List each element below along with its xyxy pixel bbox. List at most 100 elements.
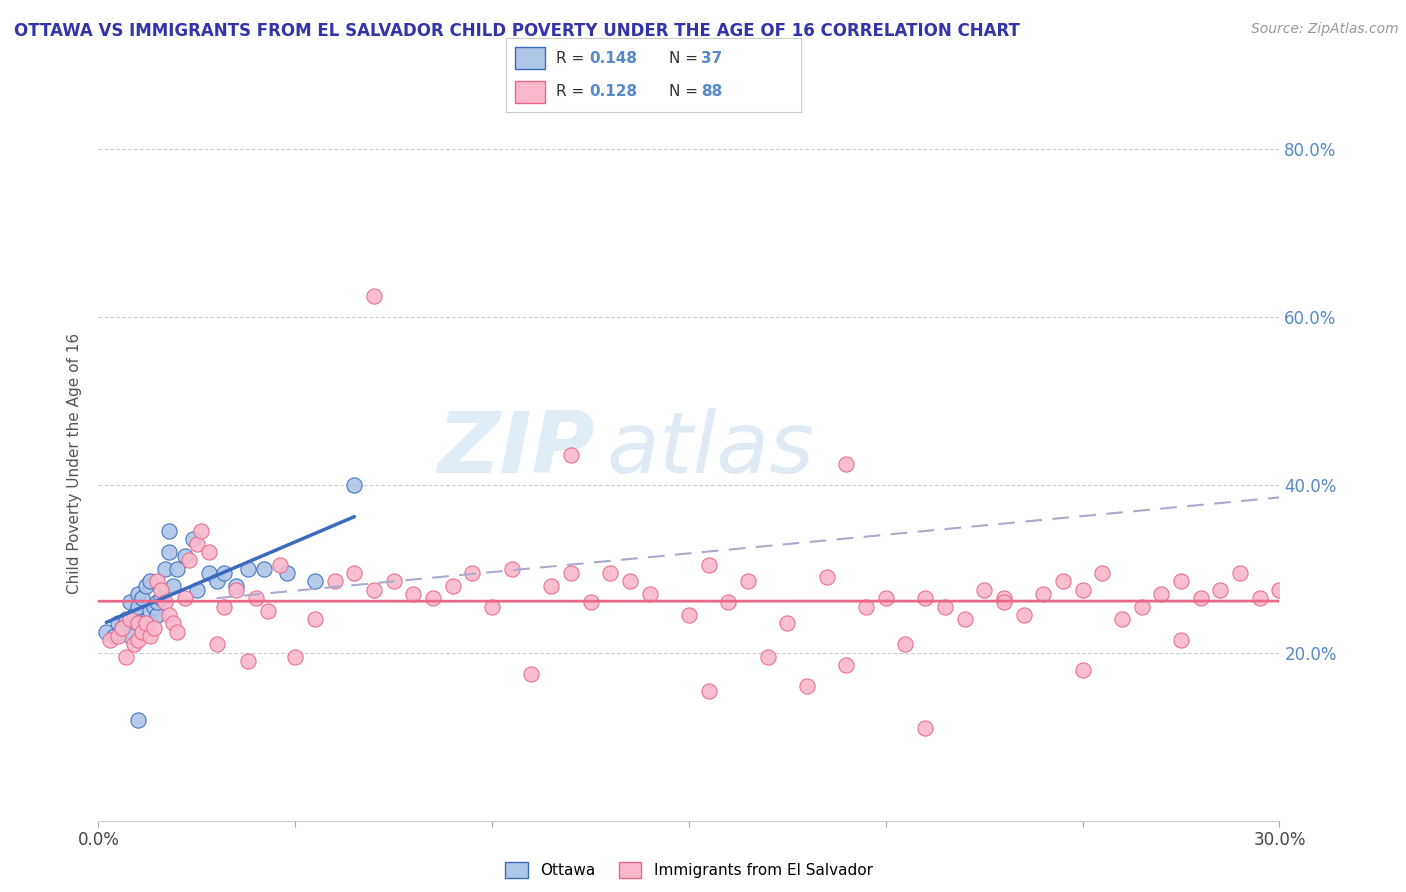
Point xyxy=(146,595,169,609)
Point xyxy=(166,624,188,639)
Point xyxy=(174,549,197,564)
Point xyxy=(382,574,405,589)
Point xyxy=(1111,612,1133,626)
Point xyxy=(253,562,276,576)
Point xyxy=(1032,587,1054,601)
FancyBboxPatch shape xyxy=(515,47,544,69)
Point xyxy=(174,591,197,606)
Point xyxy=(855,599,877,614)
Point xyxy=(1091,566,1114,580)
Point xyxy=(150,582,173,597)
Point xyxy=(481,599,503,614)
Point xyxy=(501,562,523,576)
Point xyxy=(131,624,153,639)
Point xyxy=(914,591,936,606)
Point xyxy=(146,607,169,622)
Point xyxy=(157,545,180,559)
Point xyxy=(678,607,700,622)
Point xyxy=(131,591,153,606)
Point xyxy=(579,595,602,609)
Point xyxy=(98,633,121,648)
Point xyxy=(127,633,149,648)
Point xyxy=(619,574,641,589)
Point xyxy=(127,587,149,601)
Point xyxy=(1209,582,1232,597)
Point xyxy=(118,595,141,609)
Point xyxy=(205,574,228,589)
Point xyxy=(1012,607,1035,622)
Point xyxy=(155,562,177,576)
Point xyxy=(1052,574,1074,589)
Point xyxy=(214,566,236,580)
Point xyxy=(323,574,346,589)
Point xyxy=(993,591,1015,606)
Point xyxy=(363,289,385,303)
Point xyxy=(560,566,582,580)
Point xyxy=(1170,574,1192,589)
Point xyxy=(236,654,259,668)
Point xyxy=(441,578,464,592)
Point xyxy=(122,607,145,622)
Point xyxy=(245,591,267,606)
Point xyxy=(1249,591,1271,606)
Point xyxy=(236,562,259,576)
Legend: Ottawa, Immigrants from El Salvador: Ottawa, Immigrants from El Salvador xyxy=(499,856,879,884)
Point xyxy=(162,578,184,592)
Point xyxy=(1130,599,1153,614)
Point xyxy=(776,616,799,631)
Point xyxy=(205,637,228,651)
Point xyxy=(142,599,165,614)
Point xyxy=(186,536,208,550)
Point xyxy=(638,587,661,601)
Point xyxy=(894,637,917,651)
Point xyxy=(560,449,582,463)
Point xyxy=(135,616,157,631)
Point xyxy=(1268,582,1291,597)
Point xyxy=(127,599,149,614)
Point xyxy=(993,595,1015,609)
Text: R =: R = xyxy=(557,84,589,98)
Point xyxy=(737,574,759,589)
Point xyxy=(304,574,326,589)
Text: OTTAWA VS IMMIGRANTS FROM EL SALVADOR CHILD POVERTY UNDER THE AGE OF 16 CORRELAT: OTTAWA VS IMMIGRANTS FROM EL SALVADOR CH… xyxy=(14,22,1019,40)
Text: 37: 37 xyxy=(702,51,723,66)
Point xyxy=(162,616,184,631)
FancyBboxPatch shape xyxy=(515,81,544,103)
Point xyxy=(177,553,200,567)
Point xyxy=(835,658,858,673)
Point xyxy=(197,566,219,580)
Point xyxy=(422,591,444,606)
Point xyxy=(1170,633,1192,648)
Point xyxy=(138,574,160,589)
Y-axis label: Child Poverty Under the Age of 16: Child Poverty Under the Age of 16 xyxy=(67,334,83,594)
Point xyxy=(146,574,169,589)
Point xyxy=(197,545,219,559)
Point xyxy=(796,679,818,693)
Point xyxy=(118,612,141,626)
Point xyxy=(756,649,779,664)
Text: N =: N = xyxy=(669,51,703,66)
Point xyxy=(214,599,236,614)
Point xyxy=(973,582,995,597)
Point xyxy=(135,578,157,592)
Point xyxy=(343,566,366,580)
Point xyxy=(815,570,838,584)
Point xyxy=(111,621,134,635)
Point xyxy=(934,599,956,614)
Point xyxy=(186,582,208,597)
Point xyxy=(115,649,138,664)
Point xyxy=(138,629,160,643)
Point xyxy=(1071,582,1094,597)
Point xyxy=(269,558,291,572)
Point xyxy=(225,578,247,592)
Point xyxy=(697,683,720,698)
Text: R =: R = xyxy=(557,51,589,66)
Point xyxy=(118,629,141,643)
Point xyxy=(135,621,157,635)
Point xyxy=(304,612,326,626)
Text: 0.128: 0.128 xyxy=(589,84,637,98)
Point xyxy=(697,558,720,572)
Point xyxy=(461,566,484,580)
Point xyxy=(138,604,160,618)
Point xyxy=(540,578,562,592)
